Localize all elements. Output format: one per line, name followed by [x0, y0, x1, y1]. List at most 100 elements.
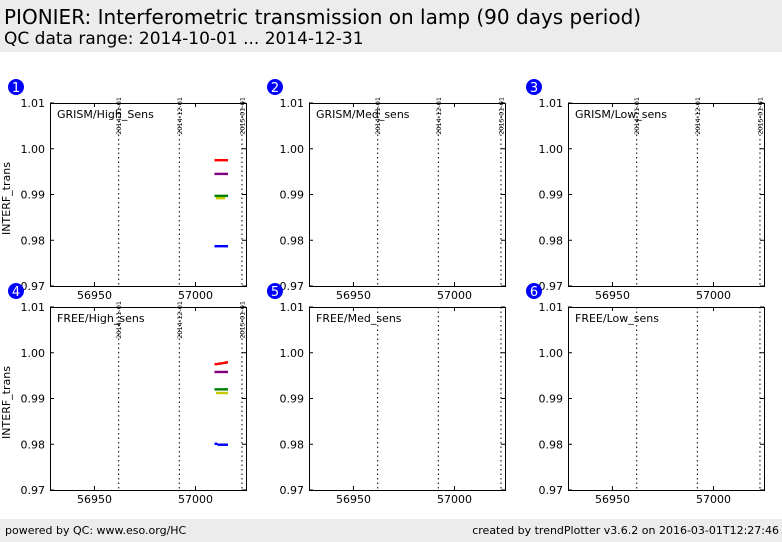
y-tick-label: 0.98 — [280, 234, 305, 247]
x-tick-label: 56950 — [336, 493, 371, 506]
data-point — [225, 172, 228, 176]
y-tick-label: 0.98 — [539, 438, 564, 451]
data-point — [225, 443, 228, 446]
y-tick-label: 1.01 — [280, 97, 305, 110]
x-tick-label: 56950 — [336, 289, 371, 302]
y-tick-label: 1.00 — [21, 347, 46, 360]
panel-label: FREE/Med_sens — [316, 312, 402, 325]
data-point — [214, 370, 218, 374]
data-point — [220, 443, 224, 446]
y-axis-label: INTERF_trans — [0, 366, 13, 439]
data-point — [220, 388, 224, 391]
panel-number-badge — [8, 79, 24, 95]
x-tick-label: 56950 — [595, 289, 630, 302]
y-tick-label: 0.97 — [21, 484, 46, 497]
y-tick-label: 1.00 — [280, 347, 305, 360]
panel-number-text: 4 — [12, 285, 20, 300]
y-tick-label: 1.00 — [280, 143, 305, 156]
plot-frame — [309, 307, 506, 491]
y-tick-label: 0.99 — [21, 189, 46, 202]
date-marker-label: 2015-01-01 — [238, 97, 246, 135]
date-marker-label: 2014-12-01 — [176, 301, 184, 339]
y-tick-label: 0.97 — [539, 280, 564, 293]
x-tick-label: 57000 — [178, 289, 213, 302]
data-point — [225, 370, 228, 374]
data-point — [214, 158, 218, 162]
data-point — [214, 388, 218, 391]
date-marker-label: 2014-12-01 — [694, 97, 702, 135]
footer-powered-by: powered by QC: www.eso.org/HC — [5, 524, 187, 537]
report-header: PIONIER: Interferometric transmission on… — [0, 0, 782, 52]
panel-number-text: 2 — [271, 81, 279, 96]
y-tick-label: 0.97 — [21, 280, 46, 293]
x-tick-label: 57000 — [437, 289, 472, 302]
y-tick-label: 0.99 — [280, 393, 305, 406]
date-marker-label: 2014-11-01 — [115, 97, 123, 135]
y-tick-label: 1.00 — [539, 347, 564, 360]
data-point — [225, 244, 228, 248]
chart-panel-5: 56950 57000 0.97 0.98 0.99 1.00 1.01 FREE/Med_s… — [267, 283, 506, 506]
data-point — [217, 172, 221, 176]
data-point — [222, 391, 225, 395]
chart-panel-6: 56950 57000 0.97 0.98 0.99 1.00 1.01 FREE/Low_s… — [526, 283, 765, 506]
data-point — [214, 244, 218, 248]
panel-label: GRISM/Med_sens — [316, 108, 410, 121]
date-marker-label: 2014-11-01 — [374, 97, 382, 135]
data-point — [225, 391, 228, 395]
data-point — [219, 196, 222, 200]
data-point — [220, 370, 224, 374]
data-point — [220, 362, 224, 365]
data-point — [225, 361, 228, 364]
chart-panel-1: 2014-11-01 2014-12-01 2015-01-01 56950 57000… — [0, 79, 247, 302]
date-marker-label: 2014-11-01 — [115, 301, 123, 339]
x-tick-label: 56950 — [77, 289, 112, 302]
data-point — [217, 443, 221, 446]
x-tick-label: 56950 — [77, 493, 112, 506]
y-tick-label: 1.01 — [21, 301, 46, 314]
y-axis-label: INTERF_trans — [0, 162, 13, 235]
data-point — [214, 362, 218, 366]
y-tick-label: 0.99 — [280, 189, 305, 202]
data-point — [220, 158, 224, 162]
panel-label: GRISM/High_Sens — [57, 108, 154, 121]
panel-number-text: 1 — [12, 81, 20, 96]
x-tick-label: 57000 — [178, 493, 213, 506]
data-point — [216, 196, 219, 200]
data-point — [225, 194, 228, 198]
y-tick-label: 1.01 — [21, 97, 46, 110]
panel-number-text: 5 — [271, 285, 279, 300]
panel-number-badge — [526, 79, 542, 95]
date-marker-label: 2015-01-01 — [497, 97, 505, 135]
data-point — [217, 244, 221, 248]
chart-panel-3: 2014-11-01 2014-12-01 2015-01-01 56950 57000… — [526, 79, 765, 302]
data-point — [222, 196, 225, 200]
y-tick-label: 1.01 — [280, 301, 305, 314]
y-tick-label: 0.97 — [539, 484, 564, 497]
y-tick-label: 0.98 — [280, 438, 305, 451]
panel-label: FREE/High_sens — [57, 312, 145, 325]
page-subtitle: QC data range: 2014-10-01 ... 2014-12-31 — [4, 29, 364, 49]
data-point — [214, 442, 218, 445]
y-tick-label: 0.99 — [21, 393, 46, 406]
data-point — [220, 172, 224, 176]
x-tick-label: 57000 — [696, 289, 731, 302]
panel-label: FREE/Low_sens — [575, 312, 659, 325]
y-tick-label: 0.97 — [280, 484, 305, 497]
y-tick-label: 0.99 — [539, 189, 564, 202]
panel-number-text: 6 — [530, 285, 538, 300]
chart-panel-4: 2014-11-01 2014-12-01 2015-01-01 56950 57000… — [0, 283, 247, 506]
data-point — [225, 388, 228, 391]
data-point — [219, 391, 222, 395]
y-tick-label: 0.98 — [539, 234, 564, 247]
data-point — [225, 158, 228, 162]
y-tick-label: 1.00 — [21, 143, 46, 156]
plot-frame — [309, 103, 506, 287]
data-point — [217, 194, 221, 198]
data-point — [216, 391, 219, 395]
panel-number-badge — [267, 283, 283, 299]
data-point — [217, 388, 221, 391]
x-tick-label: 57000 — [696, 493, 731, 506]
panel-number-badge — [8, 283, 24, 299]
y-tick-label: 0.97 — [280, 280, 305, 293]
